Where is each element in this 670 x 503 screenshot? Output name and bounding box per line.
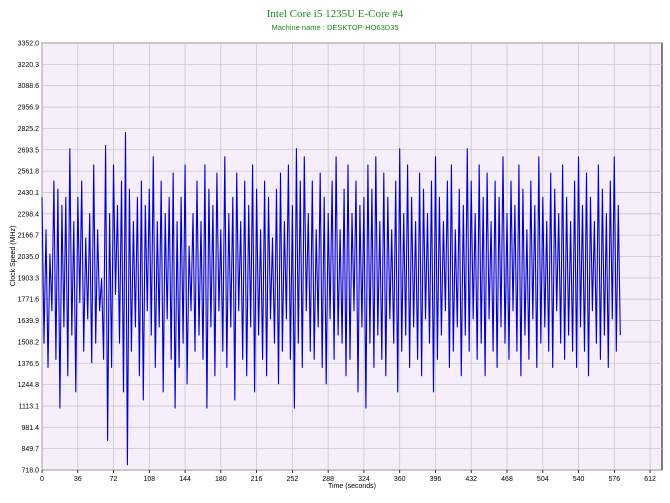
y-tick-label: 1639.9	[18, 318, 40, 325]
x-tick-label: 432	[465, 476, 477, 483]
y-tick-label: 2693.5	[18, 147, 40, 154]
series-line-clock-speed	[41, 131, 621, 466]
y-tick-label: 1508.2	[18, 339, 40, 346]
y-tick-label: 3352.0	[18, 41, 40, 48]
x-tick-label: 324	[358, 476, 370, 483]
x-tick-label: 36	[74, 476, 82, 483]
x-tick-label: 180	[215, 476, 227, 483]
y-tick-label: 2035.0	[18, 254, 40, 261]
y-axis-label: Clock Speed (MHz)	[10, 226, 17, 287]
x-axis-label: Time (seconds)	[328, 483, 376, 490]
y-tick-label: 1771.6	[18, 297, 40, 304]
y-tick-label: 2298.4	[18, 211, 40, 218]
y-tick-label: 2956.9	[18, 105, 40, 112]
x-tick-label: 108	[143, 476, 155, 483]
x-tick-label: 612	[644, 476, 656, 483]
y-tick-label: 849.7	[21, 446, 39, 453]
y-tick-label: 2561.8	[18, 169, 40, 176]
x-axis-ticks: 0 36 72 108 144 180 216 252 288 324 360 396 432 468 50…	[40, 470, 656, 483]
chart-subtitle: Machine name : DESKTOP-HO63D35	[272, 23, 399, 32]
x-tick-label: 576	[608, 476, 620, 483]
y-tick-label: 3088.6	[18, 83, 40, 90]
y-tick-label: 1376.5	[18, 361, 40, 368]
y-tick-label: 2825.2	[18, 126, 40, 133]
y-tick-label: 1903.3	[18, 275, 40, 282]
x-tick-label: 288	[322, 476, 334, 483]
x-tick-label: 0	[40, 476, 44, 483]
x-tick-label: 252	[287, 476, 299, 483]
chart-title: Intel Core i5 1235U E-Core #4	[267, 8, 404, 20]
x-tick-label: 468	[501, 476, 513, 483]
x-tick-label: 504	[537, 476, 549, 483]
x-tick-label: 396	[430, 476, 442, 483]
y-axis-ticks: 718.0 849.7 981.4 1113.1 1244.8 1376.5 1508.2 1…	[18, 41, 40, 475]
y-tick-label: 1244.8	[18, 382, 40, 389]
y-tick-label: 2430.1	[18, 190, 40, 197]
x-tick-label: 72	[110, 476, 118, 483]
y-tick-label: 2166.7	[18, 233, 40, 240]
y-tick-label: 1113.1	[19, 403, 39, 410]
x-tick-label: 144	[179, 476, 191, 483]
y-tick-label: 981.4	[21, 425, 39, 432]
grid-lines	[41, 42, 662, 471]
x-tick-label: 216	[251, 476, 263, 483]
y-tick-label: 3220.3	[18, 62, 40, 69]
x-tick-label: 360	[394, 476, 406, 483]
y-tick-label: 718.0	[21, 468, 39, 475]
x-tick-label: 540	[573, 476, 585, 483]
